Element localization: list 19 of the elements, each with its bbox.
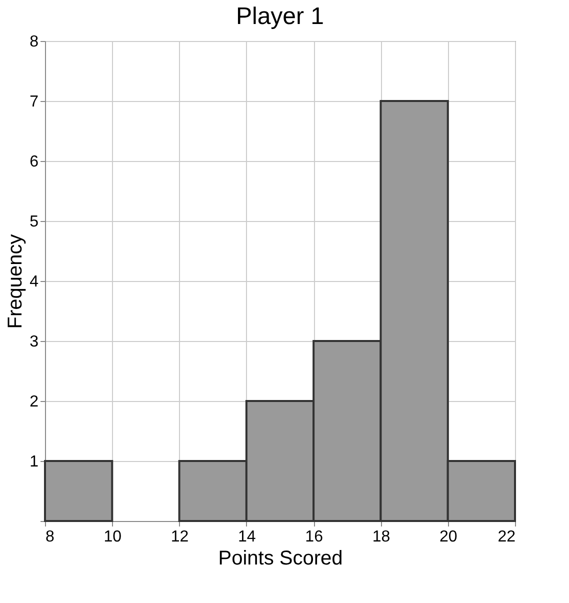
x-tick-label: 10 xyxy=(104,528,122,546)
x-axis-title: Points Scored xyxy=(218,548,343,570)
y-tick-label: 2 xyxy=(30,394,39,410)
x-tick-label: 12 xyxy=(170,528,189,546)
x-tick-label: 8 xyxy=(46,528,54,546)
y-tick-label: 3 xyxy=(30,334,39,350)
x-tick-label: 18 xyxy=(372,528,390,546)
x-tick-label: 14 xyxy=(238,528,256,546)
y-tick-label: 6 xyxy=(30,154,39,170)
y-axis-title: Frequency xyxy=(4,234,27,329)
y-tick-label: 4 xyxy=(30,274,39,290)
y-tick-label: 1 xyxy=(30,454,39,470)
x-tick-label: 22 xyxy=(498,528,516,546)
y-tick-label: 7 xyxy=(30,94,39,110)
y-tick-label: 8 xyxy=(30,34,39,50)
x-tick-label: 16 xyxy=(305,528,324,546)
y-tick-label: 5 xyxy=(30,214,39,230)
chart-title: Player 1 xyxy=(236,3,324,30)
x-tick-label: 20 xyxy=(439,528,458,546)
